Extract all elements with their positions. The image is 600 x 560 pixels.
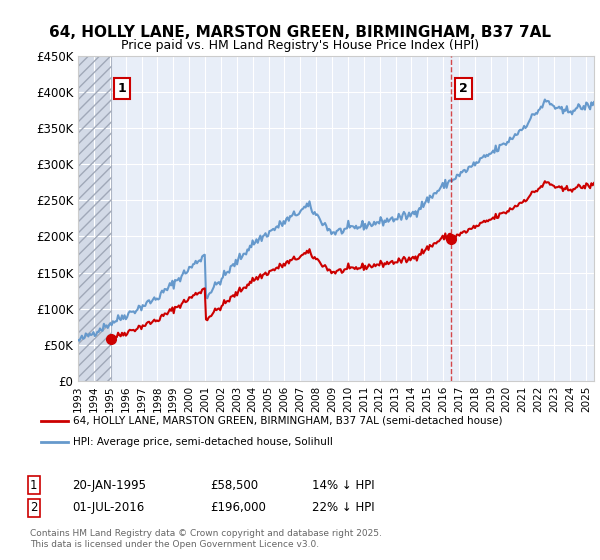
Text: 14% ↓ HPI: 14% ↓ HPI [312,479,374,492]
Text: £196,000: £196,000 [210,501,266,514]
Text: 01-JUL-2016: 01-JUL-2016 [72,501,144,514]
Text: Price paid vs. HM Land Registry's House Price Index (HPI): Price paid vs. HM Land Registry's House … [121,39,479,52]
Text: Contains HM Land Registry data © Crown copyright and database right 2025.
This d: Contains HM Land Registry data © Crown c… [30,529,382,549]
Text: 1: 1 [30,479,37,492]
Text: 20-JAN-1995: 20-JAN-1995 [72,479,146,492]
Text: HPI: Average price, semi-detached house, Solihull: HPI: Average price, semi-detached house,… [73,437,333,447]
Text: 2: 2 [459,82,468,95]
Bar [78,56,110,381]
Text: 64, HOLLY LANE, MARSTON GREEN, BIRMINGHAM, B37 7AL (semi-detached house): 64, HOLLY LANE, MARSTON GREEN, BIRMINGHA… [73,416,503,426]
Text: £58,500: £58,500 [210,479,258,492]
Text: 22% ↓ HPI: 22% ↓ HPI [312,501,374,514]
Text: 1: 1 [118,82,127,95]
Text: 2: 2 [30,501,37,514]
Text: 64, HOLLY LANE, MARSTON GREEN, BIRMINGHAM, B37 7AL: 64, HOLLY LANE, MARSTON GREEN, BIRMINGHA… [49,25,551,40]
Bar [78,56,110,381]
